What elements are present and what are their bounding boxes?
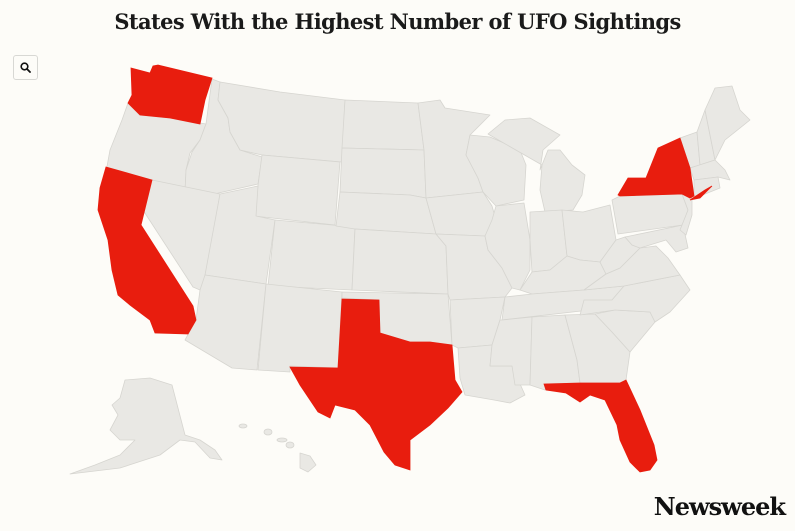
state-illinois[interactable] xyxy=(484,202,531,291)
state-new-jersey[interactable] xyxy=(679,193,693,236)
search-icon xyxy=(20,62,31,73)
state-new-mexico[interactable] xyxy=(257,283,343,373)
state-arizona[interactable] xyxy=(184,274,267,371)
state-wyoming[interactable] xyxy=(253,154,341,226)
state-connecticut[interactable] xyxy=(693,176,721,197)
state-iowa[interactable] xyxy=(425,191,497,237)
state-michigan[interactable] xyxy=(487,117,586,213)
state-texas[interactable] xyxy=(289,298,463,471)
state-california[interactable] xyxy=(97,166,197,335)
state-washington[interactable] xyxy=(127,64,213,125)
state-alaska[interactable] xyxy=(69,377,223,475)
state-nebraska[interactable] xyxy=(335,191,437,235)
state-florida[interactable] xyxy=(543,379,658,473)
zoom-button[interactable] xyxy=(13,55,38,80)
map-title: States With the Highest Number of UFO Si… xyxy=(114,9,681,34)
state-kansas[interactable] xyxy=(351,228,449,295)
newsweek-logo: Newsweek xyxy=(653,492,786,521)
state-north-carolina[interactable] xyxy=(579,274,691,323)
state-south-dakota[interactable] xyxy=(339,147,427,199)
state-maine[interactable] xyxy=(704,85,751,161)
state-new-york[interactable] xyxy=(617,137,713,201)
state-north-dakota[interactable] xyxy=(341,99,425,151)
state-colorado[interactable] xyxy=(267,219,356,291)
state-montana[interactable] xyxy=(217,81,346,163)
state-hawaii[interactable] xyxy=(238,423,317,473)
